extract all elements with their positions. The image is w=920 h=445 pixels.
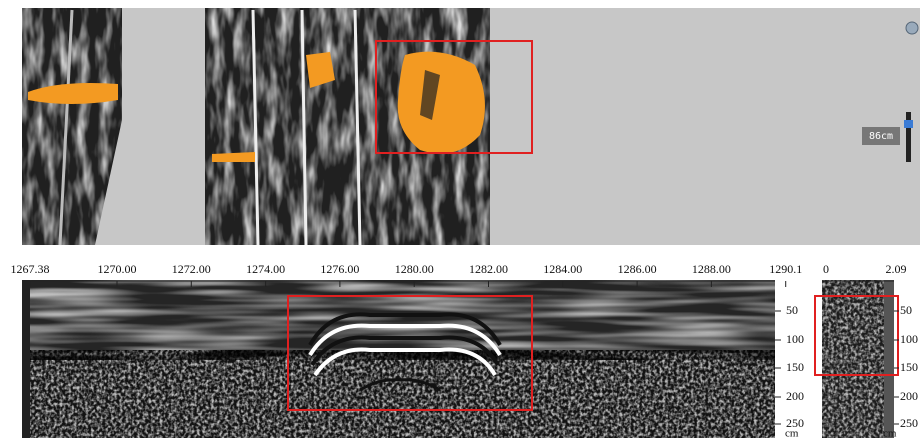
trace-tick-label: 2.09: [886, 262, 907, 276]
gpr-viewer: 86cm cm cm 1267.381270.001272.001274.001…: [0, 0, 920, 440]
depth-tick-label: 250: [900, 416, 918, 430]
slider-thumb[interactable]: [904, 120, 913, 128]
trace-view: [815, 280, 898, 438]
depth-tick-label: 50: [900, 303, 912, 317]
trace-texture: [822, 280, 884, 438]
depth-tick-label: 200: [900, 389, 918, 403]
depth-tick-label: 150: [900, 360, 918, 374]
distance-tick-label: 1280.00: [395, 262, 434, 276]
radargram-clutter: [22, 350, 775, 438]
distance-tick-label: 1282.00: [469, 262, 508, 276]
trace-tick-label: 0: [823, 262, 829, 276]
distance-tick-label: 1267.38: [11, 262, 50, 276]
depth-tick-label: 100: [786, 332, 804, 346]
depth-tick-label: 250: [786, 416, 804, 430]
globe-icon[interactable]: [906, 22, 918, 34]
distance-tick-label: 1288.00: [692, 262, 731, 276]
profile-view: [22, 280, 775, 438]
slider-label: 86cm: [869, 131, 893, 142]
anomaly: [398, 52, 485, 154]
distance-tick-label: 1284.00: [543, 262, 582, 276]
distance-tick-label: 1276.00: [320, 262, 359, 276]
distance-tick-label: 1286.00: [618, 262, 657, 276]
depth-tick-label: 150: [786, 360, 804, 374]
depth-tick-label: 100: [900, 332, 918, 346]
distance-tick-label: 1290.1: [769, 262, 802, 276]
depth-tick-label: 200: [786, 389, 804, 403]
profile-border: [22, 280, 30, 438]
depth-tick-label: 50: [786, 303, 798, 317]
depth-unit: cm: [883, 428, 897, 440]
distance-tick-label: 1274.00: [246, 262, 285, 276]
plan-view: 86cm: [22, 8, 920, 245]
depth-slider[interactable]: [906, 112, 911, 162]
distance-tick-label: 1272.00: [172, 262, 211, 276]
trace-border: [884, 280, 894, 438]
distance-tick-label: 1270.00: [98, 262, 137, 276]
